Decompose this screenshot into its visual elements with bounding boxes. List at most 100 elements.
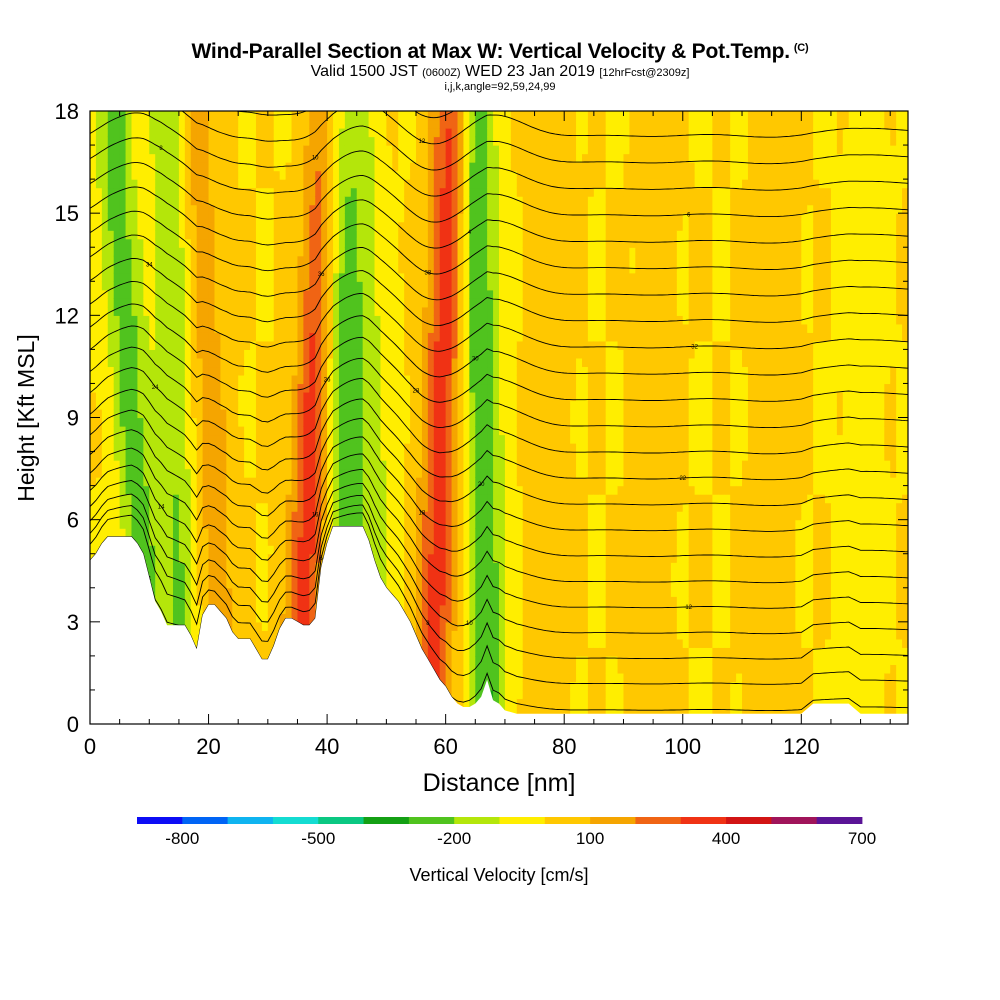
heat-cell — [250, 187, 257, 197]
heat-cell — [90, 289, 97, 299]
heat-cell — [398, 596, 405, 606]
heat-cell — [410, 128, 417, 138]
heat-cell — [172, 366, 180, 376]
heat-cell — [202, 451, 210, 461]
heat-cell — [469, 638, 476, 648]
heat-cell — [125, 289, 133, 299]
heat-cell — [113, 136, 121, 146]
heat-cell — [475, 502, 482, 512]
heat-cell — [137, 383, 144, 393]
heat-cell — [368, 238, 376, 248]
heat-cell — [421, 349, 429, 359]
heat-cell — [291, 221, 299, 231]
heat-cell — [392, 332, 399, 342]
heat-cell — [344, 332, 352, 342]
heat-cell — [167, 281, 174, 291]
heat-cell — [344, 136, 352, 146]
heat-cell — [303, 238, 310, 248]
heat-cell — [475, 136, 482, 146]
heat-cell — [297, 383, 304, 393]
heat-cell — [196, 434, 204, 444]
heat-cell — [119, 451, 127, 461]
heat-cell — [279, 153, 287, 163]
heat-cell — [255, 545, 263, 555]
heat-cell — [226, 604, 233, 614]
heat-cell — [445, 179, 453, 189]
heat-cell — [487, 213, 494, 223]
heat-cell — [232, 357, 239, 368]
heat-cell — [380, 289, 387, 299]
heat-cell — [350, 128, 358, 138]
heat-cell — [344, 119, 352, 129]
heat-cell — [327, 306, 334, 316]
heat-cell — [410, 613, 417, 623]
heat-cell — [344, 162, 352, 172]
heat-cell — [226, 272, 233, 282]
heat-cell — [410, 187, 417, 197]
heat-cell — [244, 136, 251, 146]
heat-cell — [125, 221, 133, 231]
heat-cell — [161, 289, 168, 299]
heat-cell — [416, 298, 423, 308]
heat-cell — [297, 357, 304, 368]
heat-cell — [285, 383, 293, 393]
heat-cell — [167, 570, 174, 580]
heat-cell — [196, 366, 204, 376]
heat-cell — [386, 349, 393, 359]
heat-cell — [250, 170, 257, 180]
heat-cell — [255, 443, 263, 453]
heat-cell — [327, 187, 334, 197]
heat-cell — [285, 204, 293, 214]
heat-cell — [421, 477, 429, 487]
heat-cell — [356, 400, 364, 410]
heat-cell — [255, 477, 263, 487]
heat-cell — [315, 272, 322, 282]
heat-cell — [244, 119, 251, 129]
heat-cell — [172, 434, 180, 444]
heat-cell — [137, 451, 144, 461]
heat-cell — [297, 204, 304, 214]
heat-cell — [113, 323, 121, 333]
heat-cell — [167, 289, 174, 299]
heat-cell — [95, 340, 103, 350]
heat-cell — [172, 391, 180, 402]
heat-cell — [463, 306, 470, 316]
heat-cell — [244, 162, 251, 172]
heat-cell — [137, 502, 144, 512]
heat-cell — [190, 400, 198, 410]
heat-cell — [244, 213, 251, 223]
heat-cell — [267, 230, 275, 240]
heat-cell — [333, 443, 340, 453]
heat-cell — [475, 647, 482, 657]
heat-cell — [232, 204, 239, 214]
heat-cell — [196, 596, 204, 606]
heat-cell — [137, 153, 144, 163]
heat-cell — [155, 511, 162, 521]
heat-cell — [374, 136, 382, 146]
heat-cell — [404, 128, 411, 138]
heat-cell — [95, 502, 103, 512]
heat-cell — [404, 179, 411, 189]
heat-cell — [214, 357, 222, 368]
heat-cell — [487, 221, 494, 231]
heat-cell — [184, 621, 192, 631]
heat-cell — [279, 306, 287, 316]
heat-cell — [202, 468, 210, 478]
heat-cell — [285, 272, 293, 282]
heat-cell — [344, 443, 352, 453]
heat-cell — [190, 315, 198, 325]
heat-cell — [416, 511, 423, 521]
heat-cell — [481, 638, 488, 648]
heat-cell — [445, 477, 453, 487]
heat-cell — [362, 374, 370, 385]
heat-cell — [362, 111, 370, 121]
heat-cell — [416, 255, 423, 265]
heat-cell — [149, 511, 156, 521]
heat-cell — [143, 357, 150, 368]
heat-cell — [439, 145, 447, 155]
heat-cell — [226, 136, 233, 146]
heat-cell — [386, 366, 393, 376]
heat-cell — [172, 281, 180, 291]
heat-cell — [380, 485, 387, 495]
heat-cell — [244, 553, 251, 563]
